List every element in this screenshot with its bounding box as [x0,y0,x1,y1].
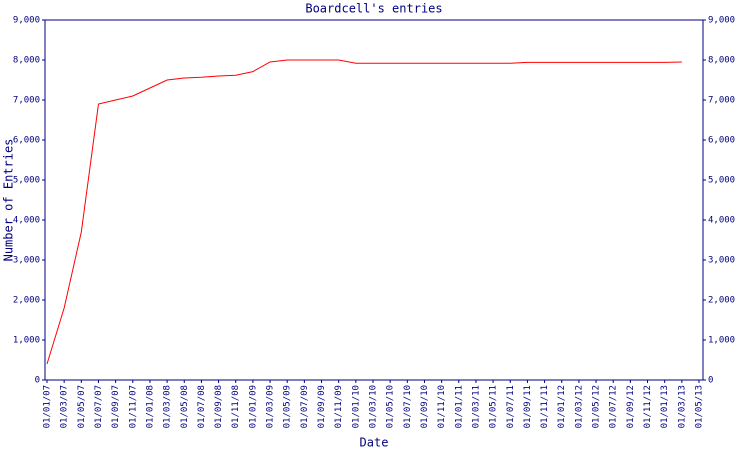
x-tick-label: 01/05/07 [77,385,87,428]
x-axis-title: Date [360,436,389,450]
x-tick-label: 01/01/09 [248,385,258,428]
y-tick-label: 1,000 [13,336,40,346]
y-tick-label: 8,000 [13,56,40,66]
plot-frame [44,19,704,381]
y-tick-label: 4,000 [13,216,40,226]
x-tick-label: 01/09/07 [111,385,121,428]
x-tick-label: 01/01/07 [43,385,53,428]
y2-tick-label: 0 [708,376,713,386]
x-tick-label: 01/11/08 [231,385,241,428]
x-tick-label: 01/09/10 [420,385,430,428]
x-tick-label: 01/09/08 [214,385,224,428]
x-tick-label: 01/07/08 [197,385,207,428]
y2-tick-label: 4,000 [708,216,735,226]
x-tick-label: 01/05/08 [180,385,190,428]
x-tick-label: 01/03/11 [471,385,481,428]
y-tick-label: 9,000 [13,16,40,26]
y2-tick-label: 3,000 [708,256,735,266]
y-tick-label: 5,000 [13,176,40,186]
x-tick-label: 01/01/13 [660,385,670,428]
x-tick-label: 01/11/09 [334,385,344,428]
x-tick-label: 01/05/12 [592,385,602,428]
x-tick-label: 01/03/12 [574,385,584,428]
y-tick-label: 7,000 [13,96,40,106]
y2-tick-label: 9,000 [708,16,735,26]
data-line [46,59,682,365]
x-tick-label: 01/05/10 [386,385,396,428]
x-tick-label: 01/03/07 [60,385,70,428]
x-tick-label: 01/05/09 [283,385,293,428]
y-tick-label: 0 [35,376,40,386]
x-tick-label: 01/05/11 [489,385,499,428]
x-tick-label: 01/11/11 [540,385,550,428]
x-tick-label: 01/03/09 [266,385,276,428]
x-tick-label: 01/11/12 [643,385,653,428]
x-tick-label: 01/07/10 [403,385,413,428]
x-tick-label: 01/07/09 [300,385,310,428]
x-tick-label: 01/01/11 [454,385,464,428]
x-tick-label: 01/07/11 [506,385,516,428]
x-tick-label: 01/07/07 [94,385,104,428]
x-tick-label: 01/03/08 [163,385,173,428]
y2-tick-label: 8,000 [708,56,735,66]
x-tick-label: 01/01/12 [557,385,567,428]
y2-tick-label: 1,000 [708,336,735,346]
x-tick-label: 01/01/08 [145,385,155,428]
y2-tick-label: 5,000 [708,176,735,186]
x-tick-label: 01/03/10 [369,385,379,428]
x-tick-label: 01/11/10 [437,385,447,428]
x-tick-label: 01/11/07 [128,385,138,428]
y-tick-label: 6,000 [13,136,40,146]
x-tick-label: 01/09/09 [317,385,327,428]
y-tick-label: 2,000 [13,296,40,306]
x-tick-label: 01/07/12 [609,385,619,428]
x-tick-label: 01/03/13 [677,385,687,428]
y-axis-title: Number of Entries [2,139,16,262]
x-tick-label: 01/09/12 [626,385,636,428]
x-tick-label: 01/01/10 [351,385,361,428]
y2-tick-label: 2,000 [708,296,735,306]
chart-title: Boardcell's entries [305,2,442,16]
x-tick-label: 01/09/11 [523,385,533,428]
y2-tick-label: 7,000 [708,96,735,106]
y-tick-label: 3,000 [13,256,40,266]
y2-tick-label: 6,000 [708,136,735,146]
x-tick-label: 01/05/13 [695,385,705,428]
